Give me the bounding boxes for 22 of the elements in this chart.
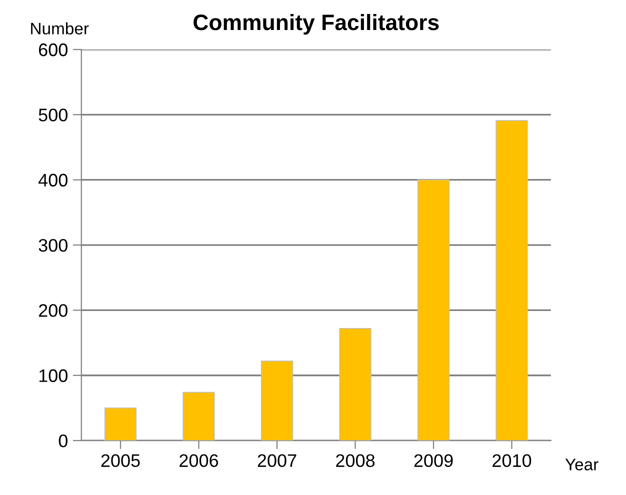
y-axis-title: Number [31,22,89,34]
y-tick-label: 100 [39,369,68,382]
chart-title: Community Facilitators [194,14,439,35]
bar [496,120,528,441]
y-tick-label: 500 [38,108,68,122]
y-tick-label: 600 [38,43,68,56]
bar [104,408,137,441]
x-tick-label: 2010 [492,454,532,468]
x-tick-label: 2005 [101,454,140,468]
bar [417,179,450,441]
y-tick-label: 400 [38,174,68,187]
y-tick-label: 0 [58,434,68,448]
y-tick-label: 300 [38,238,68,252]
x-tick-label: 2006 [180,454,218,468]
x-tick-label: 2008 [336,454,375,468]
y-tick-label: 200 [38,304,68,317]
bar [260,360,294,441]
x-axis-title: Year [565,458,598,470]
x-tick-label: 2009 [414,454,453,468]
bar [182,392,215,441]
bar [339,328,372,441]
x-tick-label: 2007 [258,454,296,468]
